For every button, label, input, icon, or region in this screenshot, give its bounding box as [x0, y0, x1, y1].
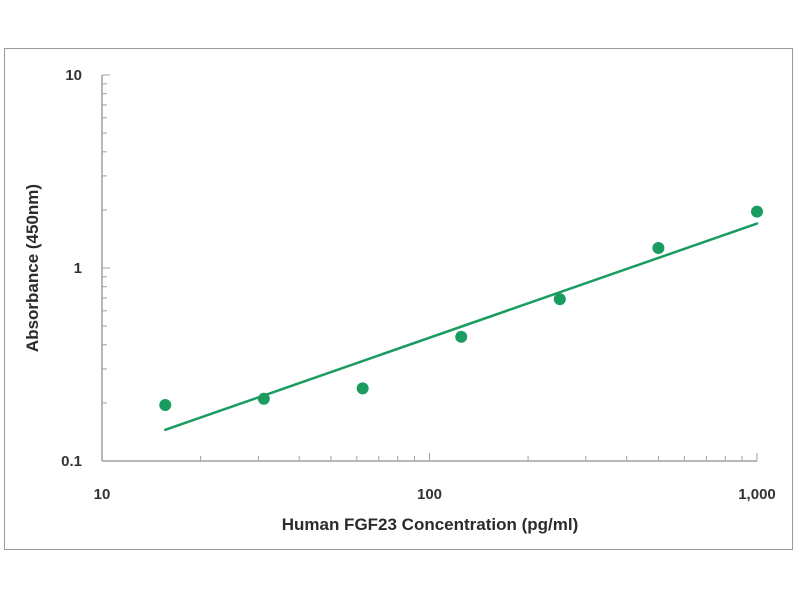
- y-tick-label: 0.1: [61, 453, 82, 470]
- data-point: [751, 205, 763, 218]
- x-tick-label: 10: [94, 486, 111, 503]
- x-axis-title: Human FGF23 Concentration (pg/ml): [282, 515, 579, 534]
- y-axis-title: Absorbance (450nm): [23, 184, 42, 352]
- x-tick-label: 1,000: [738, 486, 776, 503]
- tick-labels-layer: 10 100 1,000 0.1 1 10: [61, 67, 776, 503]
- x-tick-label: 100: [417, 486, 442, 503]
- data-point: [159, 399, 172, 412]
- chart-frame: [4, 48, 793, 550]
- y-tick-label: 1: [74, 260, 82, 277]
- data-point: [553, 293, 566, 306]
- data-point: [257, 392, 270, 405]
- data-point: [455, 330, 468, 343]
- y-tick-label: 10: [65, 67, 82, 84]
- data-point: [356, 382, 369, 395]
- fit-curve-layer: [163, 222, 759, 432]
- data-points-layer: [159, 205, 763, 412]
- axes: [101, 74, 758, 462]
- fit-curve: [163, 222, 759, 432]
- data-point: [652, 241, 665, 254]
